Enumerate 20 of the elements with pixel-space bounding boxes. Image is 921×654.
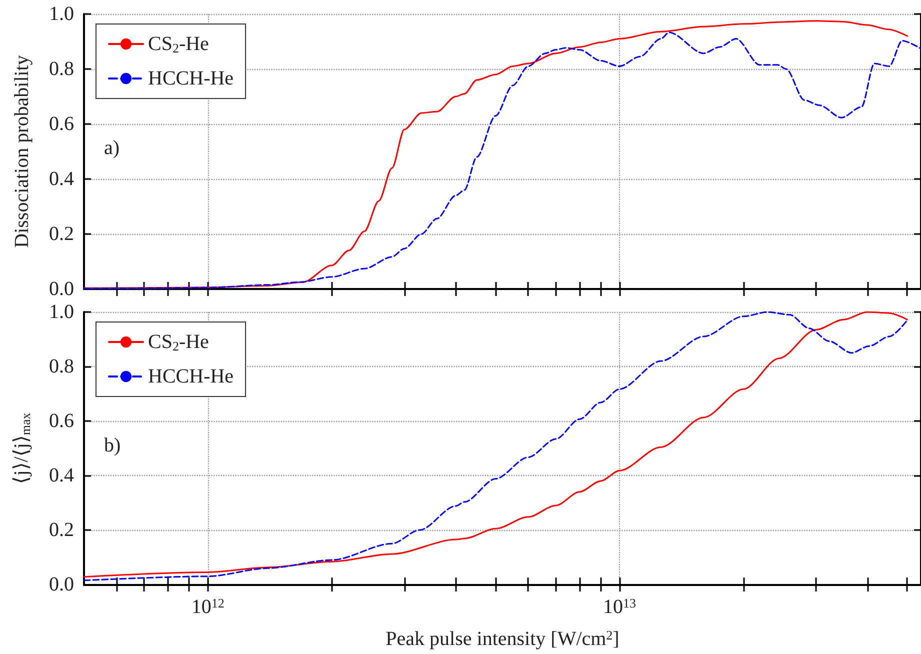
y-tick-label: 0.8 bbox=[49, 356, 74, 378]
y-tick-label: 0.0 bbox=[49, 574, 74, 596]
legend-label: CS2-He bbox=[148, 331, 210, 354]
y-tick-label: 1.0 bbox=[49, 301, 74, 323]
y-tick-label: 0.4 bbox=[49, 168, 74, 190]
y-axis-title: Dissociation probability bbox=[11, 55, 33, 248]
legend-label: HCCH-He bbox=[148, 366, 234, 388]
annotation: b) bbox=[104, 434, 121, 456]
y-tick-label: 0.6 bbox=[49, 113, 74, 135]
legend-label: CS2-He bbox=[148, 33, 210, 56]
y-tick-label: 0.6 bbox=[49, 410, 74, 432]
legend-label: HCCH-He bbox=[148, 68, 234, 90]
y-tick-label: 0.0 bbox=[49, 278, 74, 300]
y-tick-label: 0.8 bbox=[49, 58, 74, 80]
y-tick-label: 0.4 bbox=[49, 464, 74, 486]
y-tick-label: 1.0 bbox=[49, 3, 74, 25]
y-axis-title: ⟨j⟩/⟨j⟩max bbox=[10, 412, 33, 484]
annotation: a) bbox=[104, 136, 120, 159]
y-tick-label: 0.2 bbox=[49, 223, 74, 245]
y-tick-label: 0.2 bbox=[49, 519, 74, 541]
